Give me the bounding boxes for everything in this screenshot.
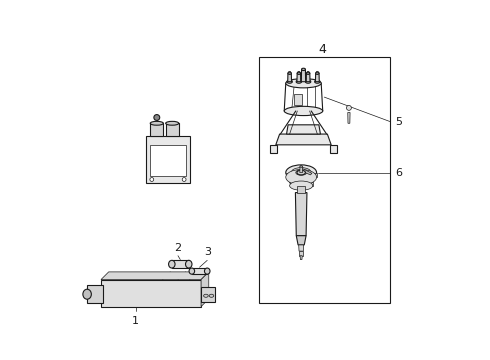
Ellipse shape — [317, 71, 318, 73]
Polygon shape — [297, 186, 305, 193]
Bar — [259, 57, 390, 303]
Polygon shape — [270, 145, 277, 153]
Polygon shape — [297, 73, 301, 82]
Ellipse shape — [166, 121, 179, 125]
Polygon shape — [201, 272, 209, 307]
Bar — [150, 123, 163, 136]
Bar — [172, 260, 189, 268]
Bar — [299, 251, 303, 256]
Ellipse shape — [298, 71, 300, 73]
Ellipse shape — [297, 170, 305, 175]
Ellipse shape — [209, 294, 214, 297]
Bar — [87, 285, 102, 303]
Polygon shape — [301, 69, 306, 82]
Polygon shape — [306, 73, 310, 82]
Polygon shape — [300, 166, 302, 172]
Ellipse shape — [305, 80, 311, 83]
Polygon shape — [348, 112, 350, 123]
Polygon shape — [330, 145, 337, 153]
Bar — [201, 287, 215, 302]
Text: 7: 7 — [159, 158, 167, 167]
Ellipse shape — [346, 105, 351, 111]
Ellipse shape — [204, 268, 210, 274]
Bar — [294, 94, 302, 105]
Text: 5: 5 — [395, 117, 402, 127]
Polygon shape — [300, 256, 302, 260]
Circle shape — [154, 114, 160, 121]
Bar — [150, 145, 186, 176]
Ellipse shape — [296, 170, 307, 175]
Ellipse shape — [296, 80, 301, 83]
Polygon shape — [286, 172, 317, 177]
Bar — [146, 136, 190, 183]
Ellipse shape — [315, 80, 320, 83]
Ellipse shape — [301, 68, 305, 71]
Ellipse shape — [290, 177, 313, 186]
Ellipse shape — [300, 166, 302, 167]
Ellipse shape — [307, 71, 309, 73]
Text: 2: 2 — [174, 243, 181, 253]
Polygon shape — [287, 125, 320, 134]
Ellipse shape — [286, 170, 317, 185]
Polygon shape — [295, 193, 307, 236]
Ellipse shape — [286, 165, 317, 180]
Polygon shape — [296, 236, 306, 245]
Polygon shape — [276, 134, 331, 145]
Text: 1: 1 — [132, 316, 139, 326]
Ellipse shape — [316, 72, 319, 75]
Polygon shape — [316, 73, 319, 82]
Ellipse shape — [284, 106, 323, 116]
Circle shape — [150, 177, 154, 181]
Circle shape — [182, 177, 186, 181]
Bar — [166, 123, 179, 136]
Text: 3: 3 — [204, 247, 211, 257]
Ellipse shape — [169, 260, 175, 268]
Bar — [192, 268, 207, 274]
Text: 4: 4 — [319, 43, 327, 56]
Ellipse shape — [289, 71, 291, 73]
Text: 6: 6 — [395, 167, 402, 177]
Ellipse shape — [150, 121, 163, 125]
Polygon shape — [299, 245, 304, 251]
Polygon shape — [288, 73, 292, 82]
Ellipse shape — [286, 78, 321, 88]
Polygon shape — [300, 169, 312, 175]
Ellipse shape — [189, 268, 195, 274]
Ellipse shape — [287, 80, 293, 83]
Ellipse shape — [83, 289, 91, 299]
Ellipse shape — [204, 294, 208, 297]
Ellipse shape — [291, 167, 311, 177]
Ellipse shape — [186, 260, 192, 268]
Ellipse shape — [297, 72, 300, 75]
Bar — [101, 280, 201, 307]
Polygon shape — [290, 182, 313, 186]
Ellipse shape — [288, 72, 292, 75]
Ellipse shape — [306, 72, 310, 75]
Ellipse shape — [290, 181, 313, 190]
Polygon shape — [101, 272, 209, 280]
